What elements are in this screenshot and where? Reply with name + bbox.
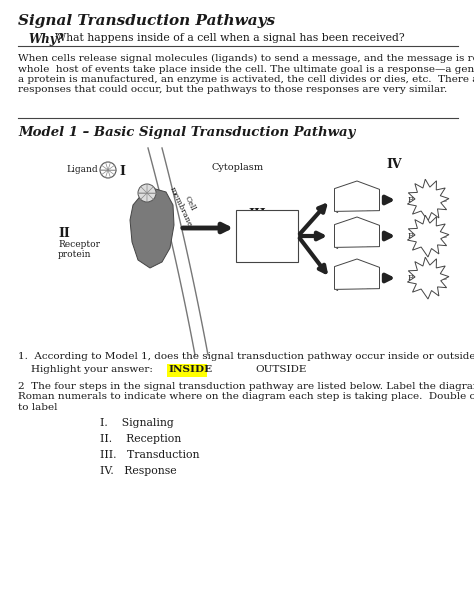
Polygon shape (407, 215, 449, 257)
Text: Receptor
protein: Receptor protein (58, 240, 100, 259)
Text: Cytoplasm: Cytoplasm (212, 163, 264, 172)
Text: When cells release signal molecules (ligands) to send a message, and the message: When cells release signal molecules (lig… (18, 54, 474, 94)
Polygon shape (407, 179, 449, 221)
Text: OUTSIDE: OUTSIDE (255, 365, 306, 374)
Text: Activated
relay
protein 1: Activated relay protein 1 (247, 223, 287, 249)
Text: Highlight your answer:: Highlight your answer: (18, 365, 153, 374)
Text: Cell
membrane: Cell membrane (168, 181, 202, 229)
Text: III.   Transduction: III. Transduction (100, 450, 200, 460)
Text: II.    Reception: II. Reception (100, 434, 181, 444)
FancyBboxPatch shape (167, 364, 207, 377)
Text: INSIDE: INSIDE (168, 365, 212, 374)
Text: IV.   Response: IV. Response (100, 466, 177, 476)
Polygon shape (335, 259, 380, 289)
Text: II: II (58, 227, 70, 240)
Text: Ligand: Ligand (66, 166, 98, 175)
Text: Model 1 – Basic Signal Transduction Pathway: Model 1 – Basic Signal Transduction Path… (18, 126, 356, 139)
FancyBboxPatch shape (236, 210, 298, 262)
Polygon shape (335, 217, 380, 248)
Text: Response: Response (408, 196, 448, 204)
Text: 2  The four steps in the signal transduction pathway are listed below. Label the: 2 The four steps in the signal transduct… (18, 382, 474, 412)
Circle shape (138, 184, 156, 202)
Text: Signal Transduction Pathways: Signal Transduction Pathways (18, 14, 275, 28)
Text: 1.  According to Model 1, does the signal transduction pathway occur inside or o: 1. According to Model 1, does the signal… (18, 352, 474, 361)
Text: Activated
relay
protein 2: Activated relay protein 2 (336, 187, 372, 213)
Text: Response: Response (408, 274, 448, 282)
Text: IV: IV (386, 158, 401, 171)
Text: I.    Signaling: I. Signaling (100, 418, 174, 428)
Text: Response: Response (408, 232, 448, 240)
Polygon shape (130, 188, 174, 268)
Text: Activated
relay
protein 2: Activated relay protein 2 (336, 223, 372, 249)
Text: Activated
relay
protein 2: Activated relay protein 2 (336, 265, 372, 291)
Text: What happens inside of a cell when a signal has been received?: What happens inside of a cell when a sig… (55, 33, 405, 43)
Polygon shape (407, 257, 449, 299)
Text: III: III (248, 208, 265, 221)
Text: Why?: Why? (28, 33, 64, 46)
Polygon shape (335, 181, 380, 211)
Text: I: I (119, 165, 125, 178)
